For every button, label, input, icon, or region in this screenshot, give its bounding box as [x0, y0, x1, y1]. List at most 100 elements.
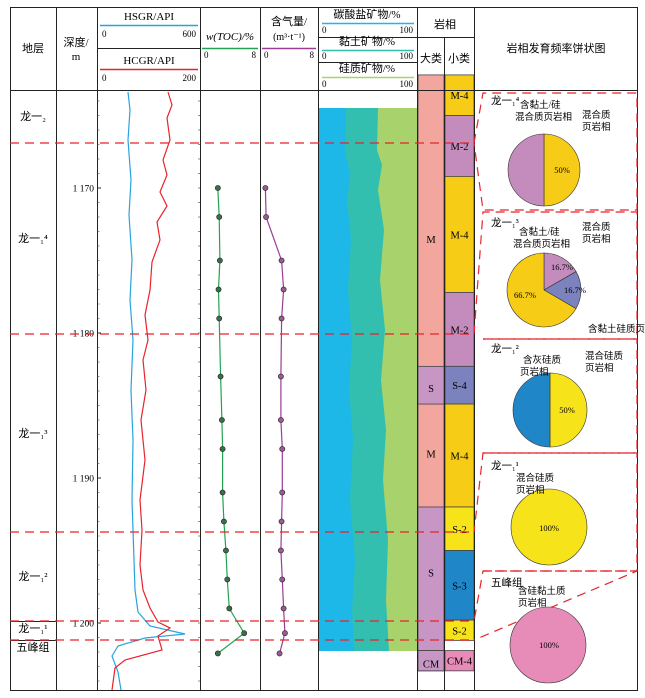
toc-point — [216, 315, 223, 322]
pie-p2: 龙一₁³16.7%16.7%66.7%含黏土/硅混合质页岩相混合质页岩相含黏土硅… — [491, 216, 645, 335]
hcgr-label: HCGR/API — [123, 55, 175, 67]
pie-note: 含黏土/硅 — [520, 99, 561, 111]
gas-point — [276, 650, 283, 657]
carbonate-label: 碳酸盐矿物/% — [333, 7, 400, 21]
facies-minor-M-4 — [444, 403, 475, 508]
gas-point — [277, 417, 284, 423]
facies-label: 岩相 — [434, 17, 456, 31]
header-row: 地层 深度/ m HSGR/API 0 600 HCGR/API 0 200 w… — [22, 7, 606, 89]
facies-minor-label-8: S-2 — [452, 626, 467, 637]
pie-slice — [507, 133, 545, 207]
toc-point — [215, 286, 222, 293]
pie-slice — [512, 372, 551, 448]
mineral-panel — [318, 108, 417, 651]
toc-max: 8 — [252, 50, 257, 60]
pie-note: 混合质页岩相 — [513, 238, 570, 250]
stratum-l111: 龙一₁¹ — [18, 622, 47, 635]
gas-label: 含气量/ — [271, 14, 308, 28]
pie-slice-label: 50% — [554, 165, 570, 175]
facies-minor-label-4: S-4 — [452, 381, 467, 392]
toc-point — [214, 185, 221, 191]
toc-point — [216, 257, 223, 264]
gamma-ray-track — [111, 91, 186, 691]
pie-slice — [510, 488, 588, 566]
pie-slice-label: 100% — [539, 523, 559, 533]
depth-tick-label: 1 190 — [73, 475, 95, 485]
pie-title-p1: 龙一₁⁴ — [491, 94, 520, 107]
gas-point — [279, 489, 286, 496]
toc-label: w(TOC)/% — [206, 31, 254, 43]
pie-note: 含硅黏土质 — [518, 585, 566, 597]
facies-minor-M-4 — [444, 74, 475, 116]
pie-slice — [543, 133, 581, 207]
pie-slice — [509, 606, 587, 684]
pie-slice — [506, 252, 577, 328]
facies-minor-label-9: CM-4 — [447, 657, 473, 668]
gas-point — [279, 576, 286, 583]
facies-major-label-M: M — [426, 235, 436, 246]
gas-point — [263, 214, 269, 220]
gas-point — [279, 446, 286, 452]
pie-title-p5: 五峰组 — [491, 576, 523, 589]
toc-point — [241, 630, 248, 637]
gas-point — [280, 605, 287, 612]
facies-minor-label-1: M-2 — [450, 142, 468, 153]
toc-point — [216, 214, 223, 220]
facies-major-label-S: S — [428, 384, 434, 395]
hcgr-min: 0 — [102, 73, 107, 83]
facies-minor-label-7: S-3 — [452, 581, 467, 592]
gas-point — [280, 286, 287, 293]
toc-point — [214, 650, 221, 657]
clay-max: 100 — [400, 51, 414, 61]
silica-max: 100 — [400, 79, 414, 89]
toc-point — [221, 518, 227, 525]
pie-note: 含黏土/硅 — [519, 226, 560, 238]
stratum-wf: 五峰组 — [17, 640, 50, 654]
toc-track — [214, 185, 248, 657]
pie-slice — [549, 372, 588, 448]
header-depth: 深度/ — [63, 35, 89, 49]
stratum-l12: 龙一₂ — [20, 110, 46, 123]
silica-label: 硅质矿物/% — [339, 61, 395, 75]
pie-note: 混合硅质 — [585, 350, 624, 362]
facies-minor-label-6: S-2 — [452, 525, 467, 536]
depth-tick-label: 1 170 — [73, 185, 95, 195]
toc-point — [217, 373, 224, 380]
gas-point — [277, 547, 284, 554]
pie-slice-label: 100% — [539, 640, 559, 650]
toc-point — [226, 605, 233, 612]
gas-track — [262, 185, 288, 657]
pie-note: 页岩相 — [520, 366, 549, 378]
pie-note: 混合质 — [582, 221, 611, 233]
pie-slice-label: 50% — [559, 405, 575, 415]
pie-note: 混合质 — [582, 109, 611, 121]
clay-label: 黏土矿物/% — [339, 34, 395, 48]
pie-note: 页岩相 — [516, 484, 545, 496]
gas-point — [262, 185, 269, 191]
facies-columns: M S M S CM M-4 M-2 M-4 M-2 S-4 M-4 S-2 S-3 S-2 CM-4 — [417, 74, 475, 672]
header-stratum: 地层 — [22, 42, 44, 55]
facies-minor-label-5: M-4 — [450, 452, 469, 463]
depth-axis: 1 170 1 180 1 190 1 200 — [73, 100, 200, 682]
facies-minor-label-3: M-2 — [450, 325, 468, 336]
stratum-l112: 龙一₁² — [18, 570, 48, 583]
header-depth-unit: m — [72, 51, 81, 63]
gas-point — [282, 630, 288, 637]
gas-point — [278, 257, 285, 264]
facies-major-label-S: S — [428, 568, 434, 579]
pie-title-p4: 龙一₁¹ — [491, 459, 519, 472]
stratum-l114: 龙一₁⁴ — [18, 232, 48, 245]
facies-minor-label: 小类 — [448, 51, 470, 65]
stratum-boundaries — [10, 142, 474, 641]
gas-point — [278, 315, 285, 322]
clay-min: 0 — [322, 51, 327, 61]
pie-note: 页岩相 — [582, 233, 611, 245]
silica-min: 0 — [322, 79, 327, 89]
hsgr-max: 600 — [183, 29, 197, 39]
toc-point — [223, 547, 229, 554]
hcgr-max: 200 — [183, 73, 197, 83]
